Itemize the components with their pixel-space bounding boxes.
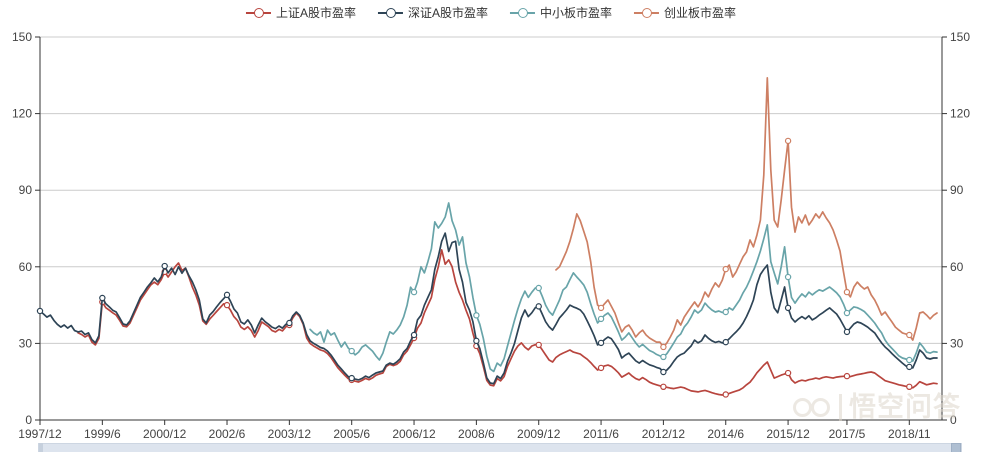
x-axis-label-2003/12: 2003/12 [268,427,312,441]
x-axis-label-2018/11: 2018/11 [888,427,931,441]
y-axis-label-right-150: 150 [950,30,970,44]
legend-label-shanghai-a: 上证A股市盈率 [275,6,356,20]
series-marker-创业板市盈率 [722,265,729,273]
scrollbar-right-handle[interactable] [951,443,961,452]
series-marker-上证A股市盈率 [722,391,729,398]
series-marker-深证A股市盈率 [410,331,418,339]
series-marker-上证A股市盈率 [906,383,913,391]
series-line-深证A股市盈率 [39,232,938,385]
series-marker-创业板市盈率 [784,137,792,145]
series-marker-上证A股市盈率 [784,369,792,377]
legend-label-shenzhen-a: 深证A股市盈率 [407,6,488,20]
x-axis-label-2012/12: 2012/12 [642,427,686,441]
series-marker-深证A股市盈率 [348,374,355,382]
x-axis-label-2017/5: 2017/5 [829,427,866,441]
x-axis-label-2015/12: 2015/12 [766,427,810,441]
x-axis-label-2014/6: 2014/6 [707,427,744,441]
series-marker-深证A股市盈率 [36,307,44,315]
x-axis-label-2009/12: 2009/12 [517,427,561,441]
series-marker-中小板市盈率 [843,309,851,317]
series-marker-中小板市盈率 [906,356,913,364]
x-axis-label-2011/6: 2011/6 [583,427,619,441]
y-axis-label-left-30: 30 [19,336,33,350]
legend-item-sme-board[interactable]: 中小板市盈率 [510,4,612,21]
series-marker-中小板市盈率 [535,284,542,292]
series-marker-创业板市盈率 [843,288,851,296]
scrollbar-left-handle[interactable] [39,443,43,452]
series-marker-中小板市盈率 [722,308,729,316]
shanghai-a-line-marker-icon [245,7,271,19]
series-marker-创业板市盈率 [660,343,667,351]
x-axis-label-2005/6: 2005/6 [333,427,370,441]
series-marker-深证A股市盈率 [161,262,168,270]
series-marker-上证A股市盈率 [535,341,542,349]
sme-board-line-marker-icon [510,7,535,19]
x-axis-label-2006/12: 2006/12 [392,427,436,441]
series-line-上证A股市盈率 [77,249,938,396]
series-marker-深证A股市盈率 [906,363,913,371]
series-marker-深证A股市盈率 [597,339,605,347]
series-marker-深证A股市盈率 [535,303,542,310]
legend-item-chinext[interactable]: 创业板市盈率 [634,4,736,21]
series-line-中小板市盈率 [309,202,938,373]
series-marker-中小板市盈率 [348,347,355,355]
series-marker-深证A股市盈率 [286,319,293,327]
series-marker-中小板市盈率 [784,273,792,281]
y-axis-label-left-120: 120 [12,107,32,121]
series-marker-创业板市盈率 [906,331,913,339]
series-marker-深证A股市盈率 [223,291,231,299]
y-axis-label-left-90: 90 [19,183,33,197]
series-marker-深证A股市盈率 [473,337,480,345]
series-marker-创业板市盈率 [597,304,605,312]
legend-item-shenzhen-a[interactable]: 深证A股市盈率 [377,4,488,21]
series-marker-深证A股市盈率 [660,368,667,376]
y-axis-label-right-30: 30 [950,336,964,350]
x-axis-label-2000/12: 2000/12 [143,427,187,441]
y-axis-label-right-0: 0 [950,413,957,427]
x-axis-label-2008/6: 2008/6 [458,427,495,441]
y-axis-label-left-150: 150 [12,30,32,44]
chart-legend: 上证A股市盈率 深证A股市盈率 中小板市盈率 创业板市盈率 [245,4,736,21]
y-axis-label-left-0: 0 [25,413,32,427]
series-marker-深证A股市盈率 [843,328,851,336]
x-axis-label-2002/6: 2002/6 [209,427,246,441]
y-axis-label-left-60: 60 [19,260,33,274]
legend-label-sme-board: 中小板市盈率 [540,6,613,20]
chinext-line-marker-icon [634,7,660,19]
series-marker-深证A股市盈率 [784,304,792,312]
x-axis-label-1999/6: 1999/6 [84,427,121,441]
series-line-创业板市盈率 [555,77,938,348]
series-marker-上证A股市盈率 [660,383,667,391]
y-axis-label-right-60: 60 [950,260,964,274]
y-axis-label-right-90: 90 [950,183,964,197]
series-marker-深证A股市盈率 [99,294,106,302]
x-axis-label-1997/12: 1997/12 [18,427,62,441]
series-marker-上证A股市盈率 [223,301,231,309]
series-marker-中小板市盈率 [597,315,605,323]
legend-item-shanghai-a[interactable]: 上证A股市盈率 [245,4,356,21]
series-marker-中小板市盈率 [660,353,667,361]
series-marker-深证A股市盈率 [722,338,729,346]
shenzhen-a-line-marker-icon [377,7,403,19]
y-axis-label-right-120: 120 [950,107,970,121]
horizontal-scrollbar[interactable] [38,443,962,452]
series-marker-中小板市盈率 [410,288,418,296]
series-marker-中小板市盈率 [473,312,480,319]
legend-label-chinext: 创业板市盈率 [664,6,737,20]
series-marker-上证A股市盈率 [597,364,605,372]
series-marker-上证A股市盈率 [843,372,851,380]
